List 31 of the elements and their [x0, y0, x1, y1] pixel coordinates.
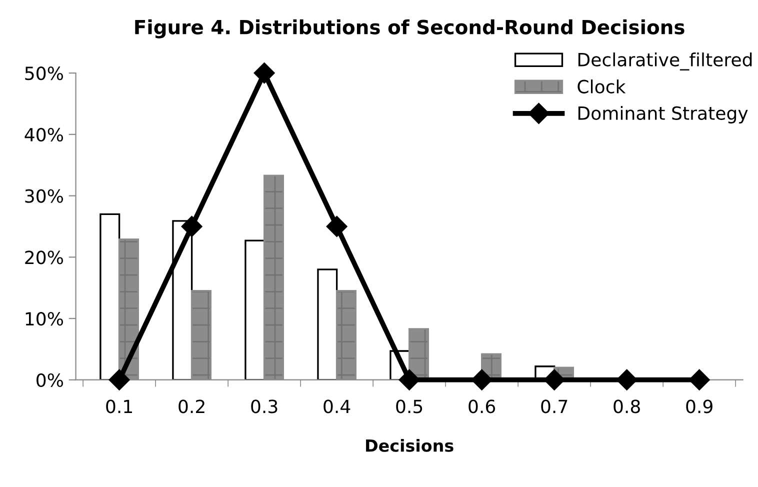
bar	[244, 240, 266, 380]
point	[326, 216, 348, 237]
point	[181, 216, 202, 237]
x-tick-label: 0.4	[324, 400, 350, 414]
x-tick-label: 0.3	[251, 400, 278, 414]
x-tick-label: 0.1	[106, 400, 132, 414]
x-tick-label: 0.2	[178, 400, 204, 414]
y-tick-label: 50%	[25, 66, 63, 80]
point	[688, 369, 710, 390]
x-tick-label: 0.9	[686, 400, 712, 414]
chart-title: Figure 4. Distributions of Second-Round Decisions	[135, 19, 684, 38]
y-tick-label: 0%	[36, 373, 63, 387]
y-tick-label: 10%	[26, 312, 63, 326]
x-tick-label: 0.5	[396, 400, 422, 414]
y-tick-label: 40%	[24, 128, 63, 142]
legend-label: Dominant Strategy	[578, 106, 748, 124]
legend-label: Clock	[578, 79, 626, 94]
bar	[317, 268, 338, 380]
point	[108, 369, 130, 390]
x-tick-label: 0.7	[541, 400, 568, 414]
point	[616, 369, 638, 390]
point	[544, 369, 565, 390]
point	[254, 62, 275, 84]
y-tick-label: 20%	[25, 250, 63, 264]
legend-label: Declarative_filtered	[578, 52, 752, 70]
point	[471, 369, 492, 390]
x-axis-title: Decisions	[366, 439, 454, 452]
x-tick-label: 0.8	[614, 400, 640, 414]
point	[398, 369, 420, 390]
x-tick-label: 0.6	[468, 400, 496, 414]
y-tick-label: 30%	[25, 189, 63, 203]
